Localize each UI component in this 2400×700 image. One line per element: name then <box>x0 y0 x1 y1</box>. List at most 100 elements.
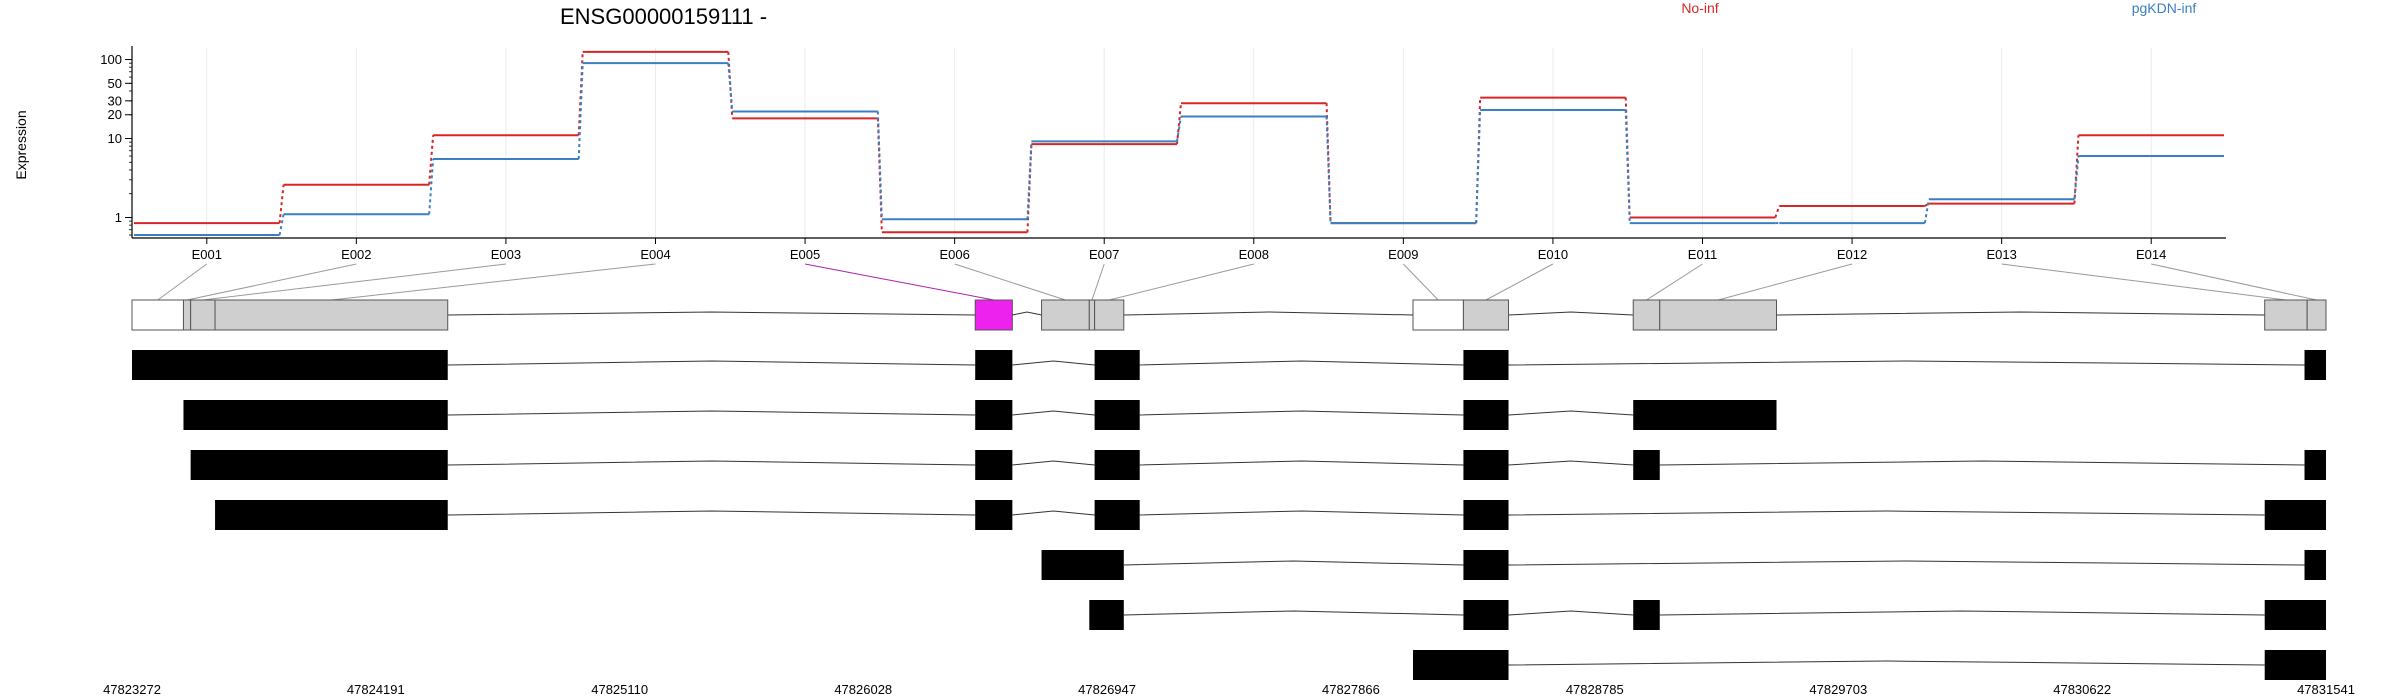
transcript-intron <box>1012 460 1095 466</box>
series-no-inf-link <box>1774 205 1781 218</box>
connector-E004 <box>331 263 656 301</box>
x-tick-label-E007: E007 <box>1089 247 1119 262</box>
transcript-intron <box>1659 460 2305 466</box>
transcript-intron <box>1139 510 1464 516</box>
connector-E012 <box>1718 263 1853 301</box>
series-pgkdn-inf-link <box>577 63 584 160</box>
connector-E013 <box>2001 263 2286 301</box>
transcript-intron <box>1012 410 1095 416</box>
transcript-intron <box>1508 410 1634 416</box>
y-tick-label-50: 50 <box>108 76 122 91</box>
transcript-exon <box>975 400 1013 430</box>
transcript-exon <box>1094 350 1140 380</box>
connector-E007 <box>1091 263 1105 301</box>
connector-E005 <box>804 263 994 301</box>
transcript-exon <box>1413 650 1509 680</box>
coordinate-label-47830622: 47830622 <box>2053 682 2111 697</box>
series-no-inf-link <box>1176 103 1182 145</box>
series-pgkdn-inf-link <box>1624 109 1631 224</box>
connector-E011 <box>1646 263 1703 301</box>
transcript-exon <box>1463 400 1509 430</box>
transcript-intron <box>447 360 976 366</box>
transcript-exon <box>1041 550 1124 580</box>
transcript-exon <box>132 350 448 380</box>
transcript-intron <box>1508 610 1634 616</box>
exon-box-E007 <box>1088 299 1096 331</box>
transcript-exon <box>1463 600 1509 630</box>
y-tick-label-20: 20 <box>108 107 122 122</box>
series-pgkdn-inf-link <box>1923 199 1930 224</box>
transcript-exon <box>2304 450 2326 480</box>
grid <box>206 48 2152 238</box>
exon-box-E014 <box>2306 299 2327 331</box>
series-pgkdn-inf <box>134 62 2224 237</box>
exon-connectors <box>157 263 2317 301</box>
exon-box-E012 <box>1659 299 1778 331</box>
connector-E009 <box>1402 263 1439 301</box>
series-pgkdn-inf-link <box>1176 116 1182 142</box>
legend-no-inf: No-inf <box>1681 0 1718 16</box>
x-tick-label-E009: E009 <box>1388 247 1418 262</box>
connector-E002 <box>186 263 357 301</box>
x-tick-label-E004: E004 <box>640 247 670 262</box>
transcript-intron <box>447 410 976 416</box>
transcript-exon <box>2304 350 2326 380</box>
coordinate-axis: 47823272 47824191 47825110 47826028 47826947… <box>103 682 2355 697</box>
transcript-exon <box>215 500 448 530</box>
transcript-5 <box>1041 550 2326 580</box>
intron-line <box>447 311 976 316</box>
exon-box-E008 <box>1094 299 1125 331</box>
x-tick-label-E008: E008 <box>1239 247 1269 262</box>
connector-E010 <box>1485 263 1554 301</box>
y-tick-label-10: 10 <box>108 131 122 146</box>
coordinate-label-47826028: 47826028 <box>834 682 892 697</box>
x-tick-label-E012: E012 <box>1837 247 1867 262</box>
coordinate-label-47827866: 47827866 <box>1322 682 1380 697</box>
series-no-inf-link <box>1325 103 1332 224</box>
y-tick-label-1: 1 <box>115 210 122 225</box>
series-layer <box>134 50 2224 237</box>
transcript-exon <box>1089 600 1124 630</box>
transcript-exon <box>1633 400 1777 430</box>
exon-box-E013 <box>2264 299 2308 331</box>
x-tick-label-E014: E014 <box>2136 247 2166 262</box>
y-axis-label: Expression <box>13 110 29 179</box>
transcript-exon <box>975 350 1013 380</box>
transcript-intron <box>1659 610 2265 616</box>
transcript-intron <box>1139 410 1464 416</box>
transcript-exon <box>190 450 448 480</box>
transcript-exon <box>2304 550 2326 580</box>
series-pgkdn-inf-link <box>1026 141 1033 220</box>
transcript-7 <box>1413 650 2326 680</box>
transcript-intron <box>1508 560 2305 566</box>
series-no-inf-link <box>1624 97 1631 218</box>
transcript-exon <box>1463 450 1509 480</box>
transcript-intron <box>1012 360 1095 366</box>
coordinate-label-47831541: 47831541 <box>2297 682 2355 697</box>
exon-box-E010 <box>1462 299 1510 331</box>
transcript-intron <box>1123 610 1464 616</box>
coordinate-label-47828785: 47828785 <box>1566 682 1624 697</box>
x-tick-label-E013: E013 <box>1986 247 2016 262</box>
connector-E003 <box>202 263 506 301</box>
transcript-intron <box>1508 360 2305 366</box>
y-tick-label-30: 30 <box>108 93 122 108</box>
coordinate-label-47824191: 47824191 <box>347 682 405 697</box>
connector-E001 <box>157 263 208 301</box>
transcript-intron <box>1508 660 2265 666</box>
legend-pgkdn-inf: pgKDN-inf <box>2132 0 2197 16</box>
connector-E006 <box>954 263 1066 301</box>
transcripts <box>132 350 2326 680</box>
transcript-exon <box>183 400 448 430</box>
transcript-intron <box>447 460 976 466</box>
exon-box-E002 <box>182 299 192 331</box>
x-tick-label-E005: E005 <box>790 247 820 262</box>
series-no-inf <box>134 50 2224 234</box>
intron-line <box>1012 311 1042 316</box>
coordinate-label-47826947: 47826947 <box>1078 682 1136 697</box>
transcript-1 <box>132 350 2326 380</box>
series-pgkdn-inf-link <box>428 158 435 215</box>
coordinate-label-47825110: 47825110 <box>591 682 648 697</box>
x-axis: E001 E002 E003 E004 E005 E006 E007 E008 E009 E010… <box>132 237 2226 262</box>
